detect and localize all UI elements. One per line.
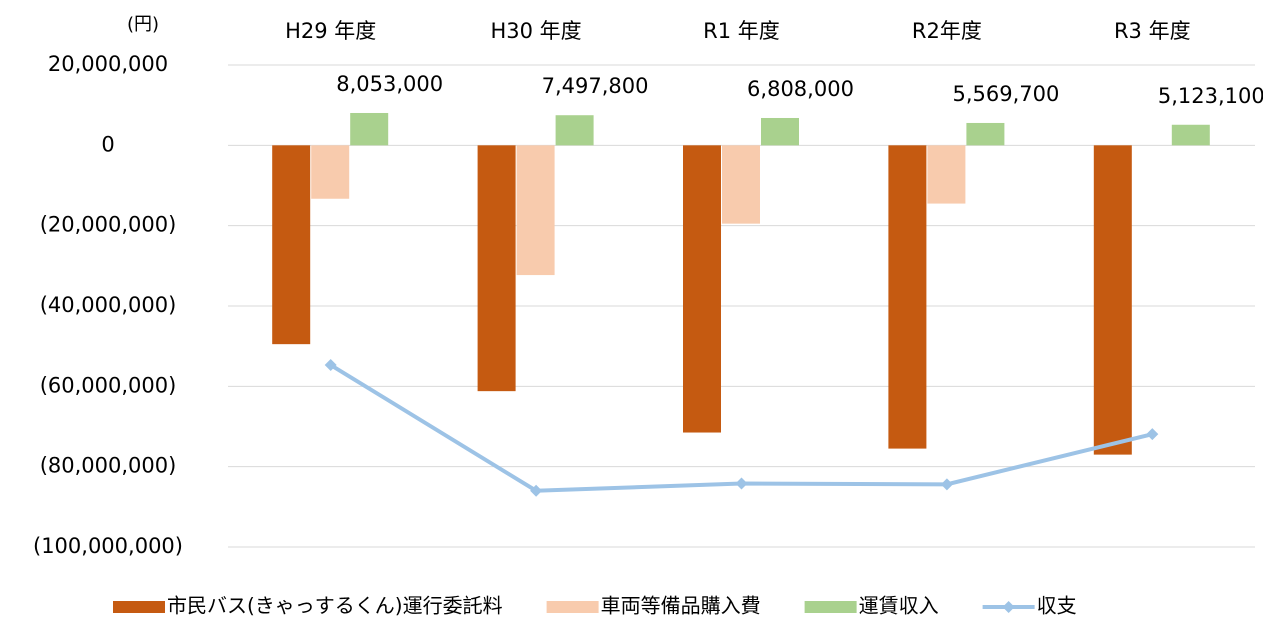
x-tick-label: H30 年度 (490, 19, 581, 43)
bar (516, 145, 555, 276)
x-tick-label: R3 年度 (1114, 19, 1191, 43)
bar (966, 122, 1005, 146)
bar (683, 145, 721, 433)
marker (1146, 428, 1159, 441)
data-label: 5,569,700 (952, 82, 1059, 106)
data-label: 6,808,000 (747, 77, 854, 101)
y-tick-label: (60,000,000) (40, 373, 177, 397)
data-label: 7,497,800 (542, 74, 649, 98)
bar (477, 145, 516, 392)
bar (555, 115, 594, 146)
bar (927, 145, 966, 204)
legend-label: 市民バス(きゃっするくん)運行委託料 (167, 594, 503, 618)
marker (735, 477, 748, 490)
bar (722, 145, 760, 224)
legend-marker (1002, 601, 1015, 613)
bar (272, 145, 311, 345)
y-tick-label: (40,000,000) (40, 293, 177, 317)
marker (324, 359, 337, 372)
legend-label: 運賃収入 (859, 594, 939, 618)
bar (311, 145, 350, 199)
bar (350, 112, 389, 146)
legend-swatch (113, 601, 165, 613)
x-tick-label: R2年度 (912, 19, 982, 43)
bar (1093, 145, 1132, 455)
legend-label: 収支 (1037, 594, 1077, 618)
legend-swatch (546, 601, 599, 613)
line (329, 363, 1153, 493)
y-tick-label: (80,000,000) (40, 454, 177, 478)
x-tick-label: H29 年度 (285, 19, 376, 43)
y-tick-label: 20,000,000 (48, 52, 168, 76)
y-tick-label: (20,000,000) (40, 213, 177, 237)
legend-label: 車両等備品購入費 (601, 594, 761, 618)
bar (761, 117, 799, 146)
marker (940, 478, 953, 491)
bar (888, 145, 927, 449)
legend-swatch (804, 601, 857, 613)
bar (1171, 124, 1210, 146)
data-label: 5,123,100 (1158, 84, 1263, 108)
marker (530, 484, 543, 497)
y-tick-label: 0 (101, 132, 114, 156)
x-tick-label: R1 年度 (703, 19, 780, 43)
y-tick-label: (100,000,000) (33, 534, 183, 558)
data-label: 8,053,000 (336, 72, 443, 96)
unit-label: (円) (127, 14, 159, 35)
